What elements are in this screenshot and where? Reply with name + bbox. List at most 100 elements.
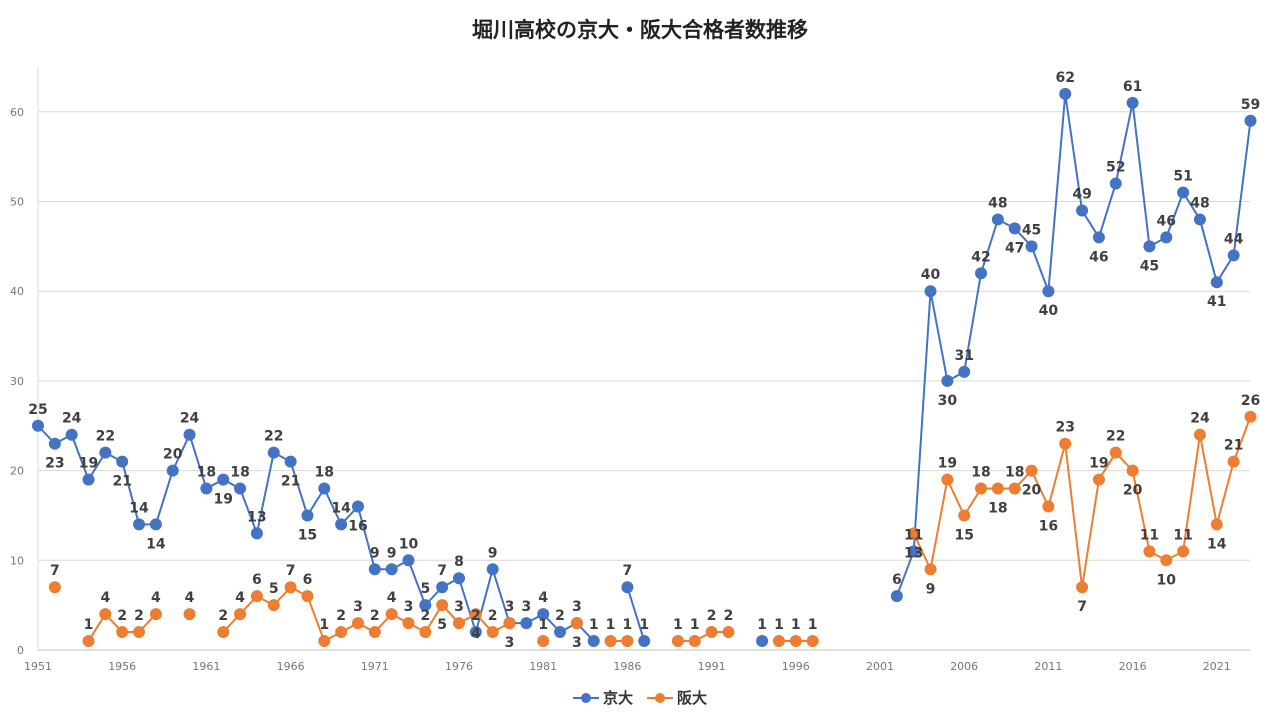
data-point xyxy=(756,635,769,648)
data-label: 3 xyxy=(353,599,363,615)
data-label: 21 xyxy=(1224,438,1243,454)
data-label: 3 xyxy=(505,599,515,615)
data-point xyxy=(621,581,634,594)
data-label: 14 xyxy=(129,500,149,516)
y-tick-label: 10 xyxy=(10,554,24,567)
data-point xyxy=(1244,410,1257,423)
data-point xyxy=(200,482,213,495)
data-label: 3 xyxy=(505,635,515,651)
data-point xyxy=(301,509,314,522)
data-label: 25 xyxy=(28,402,47,418)
data-label: 13 xyxy=(904,545,923,561)
data-point xyxy=(335,518,348,531)
data-point xyxy=(486,563,499,576)
data-point xyxy=(638,635,651,648)
x-tick-label: 1991 xyxy=(698,660,726,673)
data-label: 3 xyxy=(572,635,582,651)
y-tick-label: 20 xyxy=(10,465,24,478)
data-point xyxy=(1008,482,1021,495)
data-label: 9 xyxy=(387,545,397,561)
data-label: 1 xyxy=(791,617,801,633)
data-label: 19 xyxy=(938,456,957,472)
data-point xyxy=(806,635,819,648)
data-point xyxy=(486,626,499,639)
chart-title: 堀川高校の京大・阪大合格者数推移 xyxy=(472,18,808,42)
data-point xyxy=(1008,222,1021,235)
data-label: 4 xyxy=(151,590,161,606)
data-label: 1 xyxy=(623,617,633,633)
data-point xyxy=(436,581,449,594)
data-point xyxy=(991,213,1004,226)
data-label: 4 xyxy=(185,590,195,606)
data-point xyxy=(1210,276,1223,289)
data-point xyxy=(958,509,971,522)
data-point xyxy=(318,635,331,648)
data-point xyxy=(267,599,280,612)
legend-item-osaka: 阪大 xyxy=(647,687,707,708)
legend-item-kyoto: 京大 xyxy=(572,687,633,708)
data-label: 7 xyxy=(286,563,296,579)
data-point xyxy=(621,635,634,648)
data-label: 2 xyxy=(336,608,346,624)
y-tick-label: 0 xyxy=(17,644,24,657)
data-point xyxy=(116,455,129,468)
data-point xyxy=(587,635,600,648)
data-label: 40 xyxy=(1039,303,1059,319)
x-tick-label: 2001 xyxy=(866,660,894,673)
data-point xyxy=(82,473,95,486)
data-label: 5 xyxy=(269,581,279,597)
data-label: 5 xyxy=(420,581,430,597)
data-label: 40 xyxy=(921,267,941,283)
data-label: 6 xyxy=(303,572,313,588)
data-label: 14 xyxy=(1207,536,1227,552)
data-point xyxy=(48,581,61,594)
data-point xyxy=(537,635,550,648)
x-tick-label: 1986 xyxy=(613,660,641,673)
data-label: 14 xyxy=(146,536,166,552)
legend-label-osaka: 阪大 xyxy=(677,689,708,707)
data-point xyxy=(1109,446,1122,459)
data-point xyxy=(1160,231,1173,244)
data-label: 1 xyxy=(774,617,784,633)
data-point xyxy=(419,599,432,612)
data-point xyxy=(267,446,280,459)
data-point xyxy=(520,617,533,630)
data-label: 18 xyxy=(197,465,216,481)
data-label: 46 xyxy=(1089,249,1108,265)
data-label: 4 xyxy=(100,590,110,606)
data-label: 24 xyxy=(62,411,82,427)
data-point xyxy=(1042,500,1055,513)
data-point xyxy=(453,617,465,630)
data-label: 45 xyxy=(1022,222,1041,238)
data-point xyxy=(284,581,297,594)
data-point xyxy=(1244,114,1257,127)
data-point xyxy=(890,590,903,603)
y-tick-label: 30 xyxy=(10,375,24,388)
data-label: 18 xyxy=(988,501,1007,517)
data-label: 2 xyxy=(707,608,717,624)
data-label: 21 xyxy=(112,474,131,490)
data-point xyxy=(1160,554,1173,567)
data-label: 8 xyxy=(454,554,464,570)
data-point xyxy=(991,482,1004,495)
x-tick-label: 1996 xyxy=(782,660,810,673)
series-line-0 xyxy=(895,93,1252,597)
data-point xyxy=(941,473,954,486)
data-point xyxy=(722,626,735,639)
data-label: 7 xyxy=(623,563,633,579)
data-point xyxy=(772,635,785,648)
data-label: 24 xyxy=(180,411,200,427)
data-point xyxy=(1092,231,1105,244)
data-label: 48 xyxy=(1190,195,1209,211)
y-tick-label: 50 xyxy=(10,196,24,209)
data-point xyxy=(419,626,432,639)
data-label: 9 xyxy=(926,581,936,597)
data-point xyxy=(537,608,550,621)
data-label: 1 xyxy=(639,617,649,633)
data-point xyxy=(1193,428,1206,441)
data-label: 59 xyxy=(1241,97,1260,113)
series-line-0 xyxy=(626,586,646,642)
data-label: 2 xyxy=(370,608,380,624)
data-label: 16 xyxy=(1039,518,1058,534)
data-label: 6 xyxy=(252,572,262,588)
